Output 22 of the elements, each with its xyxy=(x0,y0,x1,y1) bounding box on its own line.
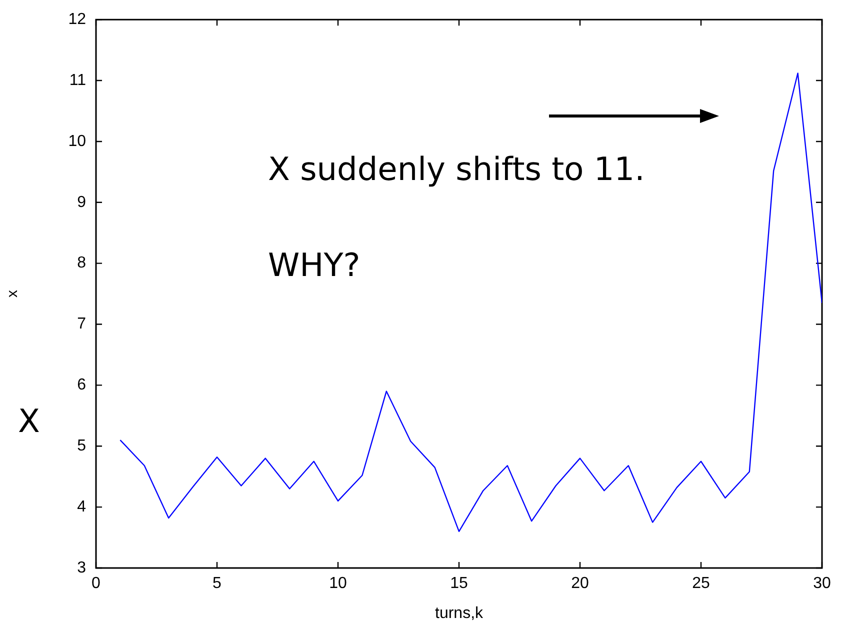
x-tick-label: 5 xyxy=(212,575,222,592)
y-tick-label: 4 xyxy=(77,498,86,516)
y-tick-label: 7 xyxy=(77,316,86,333)
y-tick-label: 11 xyxy=(69,72,86,89)
y-tick-label: 3 xyxy=(77,559,86,576)
x-axis-title: turns,k xyxy=(434,604,484,622)
y-tick-label: 12 xyxy=(68,11,86,28)
x-tick-label: 0 xyxy=(92,575,101,592)
y-tick-label: 6 xyxy=(77,376,86,394)
y-tick-label: 5 xyxy=(77,438,86,455)
y-tick-label: 8 xyxy=(77,254,86,272)
annotation: X suddenly shifts to 11. xyxy=(268,150,645,188)
annotation: WHY? xyxy=(268,246,360,284)
y-tick-label: 9 xyxy=(77,194,86,211)
x-tick-label: 10 xyxy=(329,575,347,592)
x-tick-label: 30 xyxy=(813,575,831,592)
x-tick-label: 15 xyxy=(450,575,468,592)
text: X xyxy=(18,402,40,440)
x-tick-label: 20 xyxy=(571,575,589,592)
y-tick-label: 10 xyxy=(68,132,86,150)
y-axis-title: x xyxy=(4,290,22,298)
x-tick-label: 25 xyxy=(692,575,710,592)
